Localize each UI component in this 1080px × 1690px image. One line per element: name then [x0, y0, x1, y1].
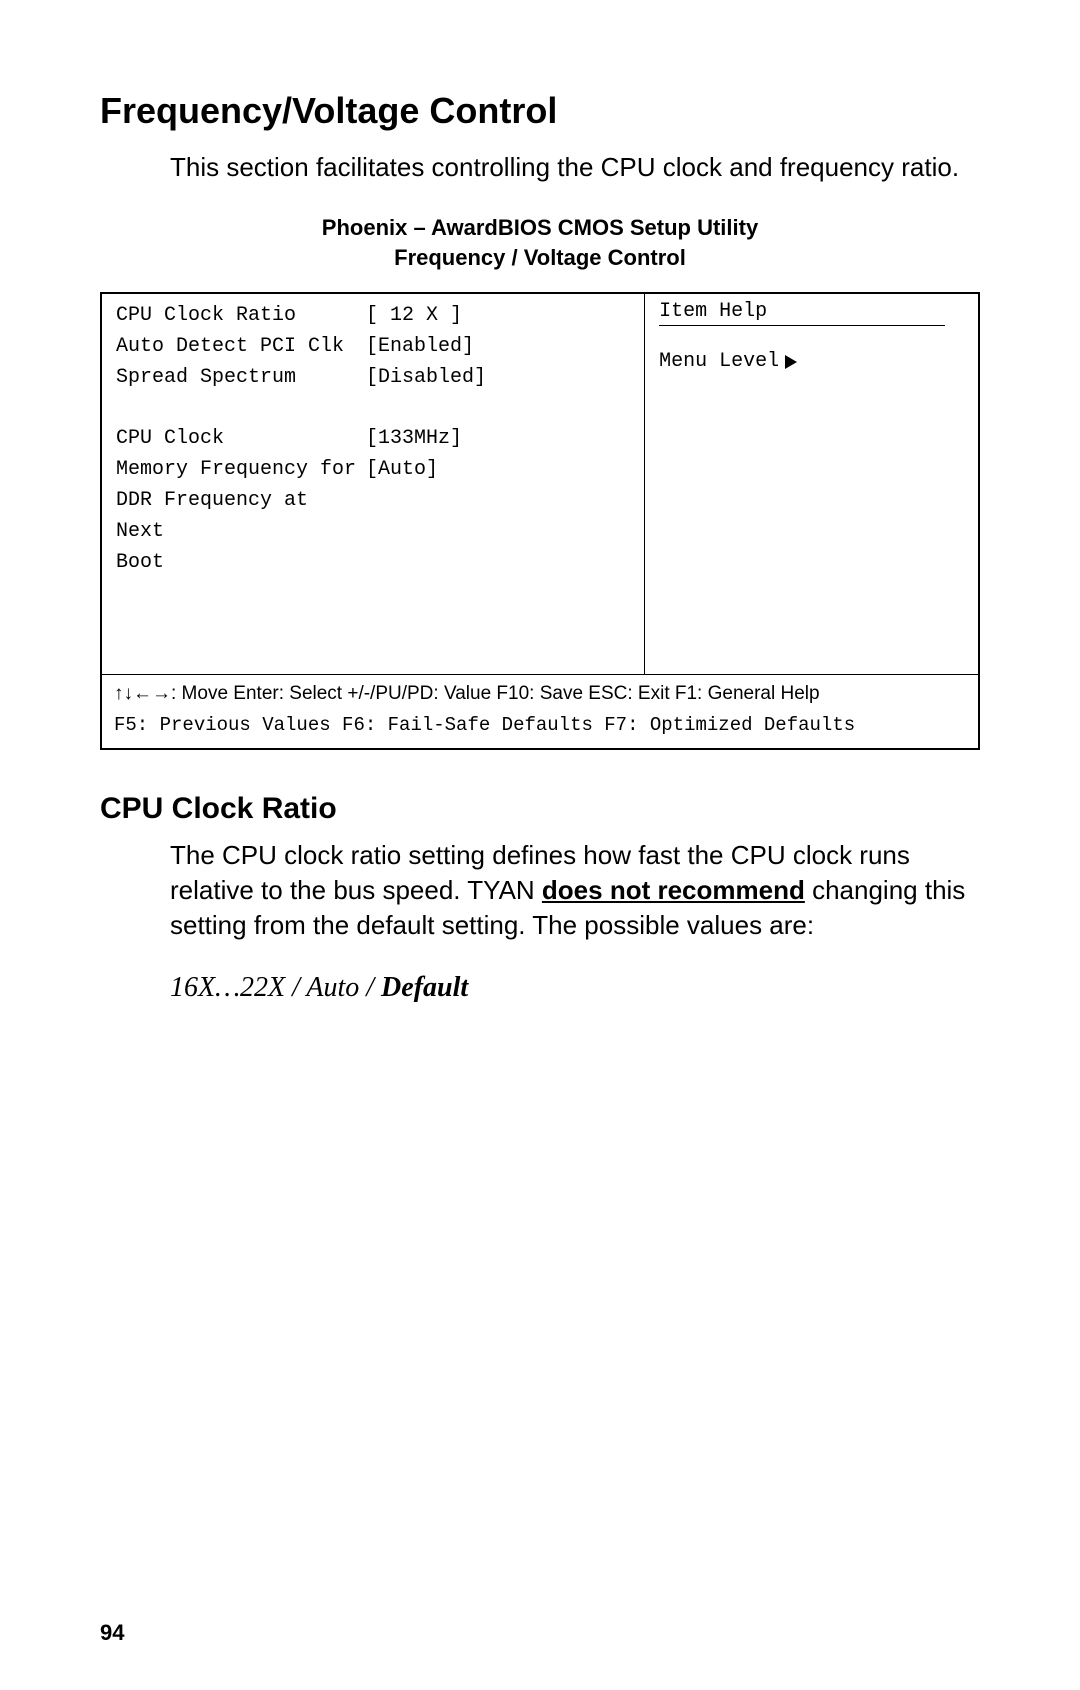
page-number: 94 — [100, 1620, 124, 1646]
item-help-label: Item Help — [659, 300, 970, 323]
bios-row: CPU Clock Ratio [ 12 X ] — [116, 300, 636, 331]
bios-footer-fkeys: F5: Previous Values F6: Fail-Safe Defaul… — [114, 710, 968, 740]
page-title: Frequency/Voltage Control — [100, 90, 980, 132]
bios-footer-nav-text: : Move Enter: Select +/-/PU/PD: Value F1… — [171, 683, 820, 704]
bios-row: Boot — [116, 547, 636, 578]
bios-header: Phoenix – AwardBIOS CMOS Setup Utility F… — [100, 213, 980, 272]
bios-setting-label: DDR Frequency at Next — [116, 485, 366, 547]
bios-footer: ↑↓←→: Move Enter: Select +/-/PU/PD: Valu… — [102, 675, 978, 748]
bios-setting-label: CPU Clock Ratio — [116, 300, 366, 331]
help-divider — [659, 325, 945, 326]
bios-help-column: Item Help Menu Level — [645, 294, 978, 674]
bios-setting-value — [366, 547, 636, 578]
menu-level-label: Menu Level — [659, 350, 779, 373]
values-default: Default — [381, 972, 468, 1003]
bios-row: Auto Detect PCI Clk [Enabled] — [116, 331, 636, 362]
bios-setting-label: CPU Clock — [116, 423, 366, 454]
values-prefix: 16X…22X / Auto / — [170, 972, 381, 1003]
bios-setting-value: [133MHz] — [366, 423, 636, 454]
bios-setting-value — [366, 485, 636, 547]
bios-setting-value: [ 12 X ] — [366, 300, 636, 331]
bios-setting-label: Memory Frequency for — [116, 454, 366, 485]
bios-title-line2: Frequency / Voltage Control — [394, 245, 686, 270]
bios-row: CPU Clock [133MHz] — [116, 423, 636, 454]
bios-row: Spread Spectrum [Disabled] — [116, 362, 636, 393]
bios-setting-label: Spread Spectrum — [116, 362, 366, 393]
bios-setting-value: [Disabled] — [366, 362, 636, 393]
bios-title-line1: Phoenix – AwardBIOS CMOS Setup Utility — [322, 215, 758, 240]
menu-level-row: Menu Level — [659, 350, 970, 373]
bios-setting-value: [Enabled] — [366, 331, 636, 362]
section-text-emphasis: does not recommend — [542, 875, 805, 905]
bios-settings-column: CPU Clock Ratio [ 12 X ] Auto Detect PCI… — [102, 294, 645, 674]
bios-row: DDR Frequency at Next — [116, 485, 636, 547]
bios-footer-nav: ↑↓←→: Move Enter: Select +/-/PU/PD: Valu… — [114, 679, 968, 709]
possible-values: 16X…22X / Auto / Default — [170, 972, 980, 1004]
bios-setting-label: Boot — [116, 547, 366, 578]
section-heading: CPU Clock Ratio — [100, 792, 980, 826]
bios-setting-label: Auto Detect PCI Clk — [116, 331, 366, 362]
bios-row: Memory Frequency for [Auto] — [116, 454, 636, 485]
section-paragraph: The CPU clock ratio setting defines how … — [170, 838, 980, 943]
triangle-right-icon — [785, 355, 797, 369]
bios-setting-value: [Auto] — [366, 454, 636, 485]
arrow-keys-icon: ↑↓←→ — [114, 683, 171, 704]
intro-paragraph: This section facilitates controlling the… — [170, 150, 980, 185]
bios-panel: CPU Clock Ratio [ 12 X ] Auto Detect PCI… — [100, 292, 980, 750]
